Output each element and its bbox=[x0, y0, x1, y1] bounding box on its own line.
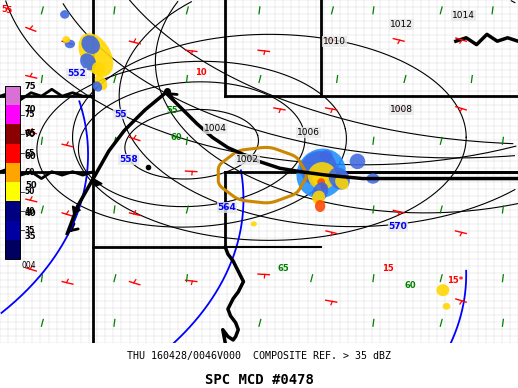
Text: 60: 60 bbox=[405, 281, 416, 290]
Text: 55: 55 bbox=[114, 109, 126, 118]
Text: 1010: 1010 bbox=[323, 37, 346, 47]
Ellipse shape bbox=[312, 191, 325, 204]
Text: 5: 5 bbox=[1, 5, 7, 14]
Ellipse shape bbox=[317, 178, 325, 186]
Text: 65: 65 bbox=[25, 149, 35, 158]
Ellipse shape bbox=[366, 173, 379, 184]
Text: 15*: 15* bbox=[447, 276, 463, 286]
Text: SPC MCD #0478: SPC MCD #0478 bbox=[205, 373, 313, 387]
Bar bbox=[5, 125, 20, 144]
Text: 15: 15 bbox=[382, 264, 393, 273]
Ellipse shape bbox=[251, 221, 257, 227]
Text: 50: 50 bbox=[25, 187, 35, 196]
Bar bbox=[5, 221, 20, 240]
Text: 70: 70 bbox=[25, 130, 36, 139]
Ellipse shape bbox=[93, 81, 102, 92]
Ellipse shape bbox=[320, 150, 333, 162]
Text: 1002: 1002 bbox=[236, 155, 259, 164]
Polygon shape bbox=[94, 179, 102, 186]
Text: 1004: 1004 bbox=[204, 124, 226, 133]
Text: 75: 75 bbox=[25, 82, 36, 91]
Text: 60: 60 bbox=[170, 133, 182, 142]
Bar bbox=[5, 144, 20, 163]
Ellipse shape bbox=[296, 149, 346, 198]
Text: 65: 65 bbox=[278, 264, 290, 273]
Text: 5: 5 bbox=[5, 6, 11, 15]
Text: 1012: 1012 bbox=[390, 20, 413, 29]
Polygon shape bbox=[73, 206, 80, 213]
Text: THU 160428/0046V000  COMPOSITE REF. > 35 dBZ: THU 160428/0046V000 COMPOSITE REF. > 35 … bbox=[127, 351, 391, 361]
Ellipse shape bbox=[308, 162, 337, 190]
Ellipse shape bbox=[315, 200, 325, 212]
Ellipse shape bbox=[95, 75, 107, 90]
Text: 65: 65 bbox=[25, 129, 37, 138]
Text: 55: 55 bbox=[166, 106, 178, 115]
Ellipse shape bbox=[92, 62, 105, 76]
Ellipse shape bbox=[436, 284, 450, 296]
Text: 570: 570 bbox=[388, 222, 407, 231]
Ellipse shape bbox=[321, 184, 327, 190]
Text: 1014: 1014 bbox=[452, 11, 475, 20]
Text: 35: 35 bbox=[25, 232, 36, 241]
Bar bbox=[5, 86, 20, 105]
Ellipse shape bbox=[78, 33, 113, 77]
Ellipse shape bbox=[80, 53, 96, 70]
Bar bbox=[5, 86, 20, 259]
Ellipse shape bbox=[81, 35, 100, 54]
Text: 35: 35 bbox=[25, 226, 35, 235]
Ellipse shape bbox=[63, 36, 70, 43]
Ellipse shape bbox=[335, 176, 349, 189]
Ellipse shape bbox=[312, 171, 328, 187]
Text: 564: 564 bbox=[218, 203, 236, 212]
Text: 552: 552 bbox=[67, 69, 86, 78]
Ellipse shape bbox=[350, 154, 365, 169]
Text: 60: 60 bbox=[25, 168, 35, 177]
Ellipse shape bbox=[442, 303, 451, 310]
Text: 1006: 1006 bbox=[297, 128, 320, 137]
Text: 75: 75 bbox=[25, 110, 35, 119]
Text: 50: 50 bbox=[25, 181, 36, 190]
Bar bbox=[5, 240, 20, 259]
Text: 60: 60 bbox=[25, 152, 36, 161]
Ellipse shape bbox=[65, 40, 75, 48]
Ellipse shape bbox=[60, 10, 69, 19]
Bar bbox=[5, 163, 20, 182]
Text: 558: 558 bbox=[119, 155, 138, 164]
Text: 004: 004 bbox=[22, 261, 36, 270]
Bar bbox=[5, 182, 20, 201]
Text: 40: 40 bbox=[25, 206, 35, 216]
Text: 10: 10 bbox=[195, 68, 207, 76]
Bar bbox=[5, 201, 20, 221]
Ellipse shape bbox=[312, 182, 328, 203]
Bar bbox=[5, 105, 20, 125]
Text: 1008: 1008 bbox=[390, 106, 413, 114]
Ellipse shape bbox=[300, 151, 337, 185]
Text: 70: 70 bbox=[25, 106, 36, 114]
Text: 40: 40 bbox=[25, 209, 36, 218]
Ellipse shape bbox=[329, 168, 350, 190]
